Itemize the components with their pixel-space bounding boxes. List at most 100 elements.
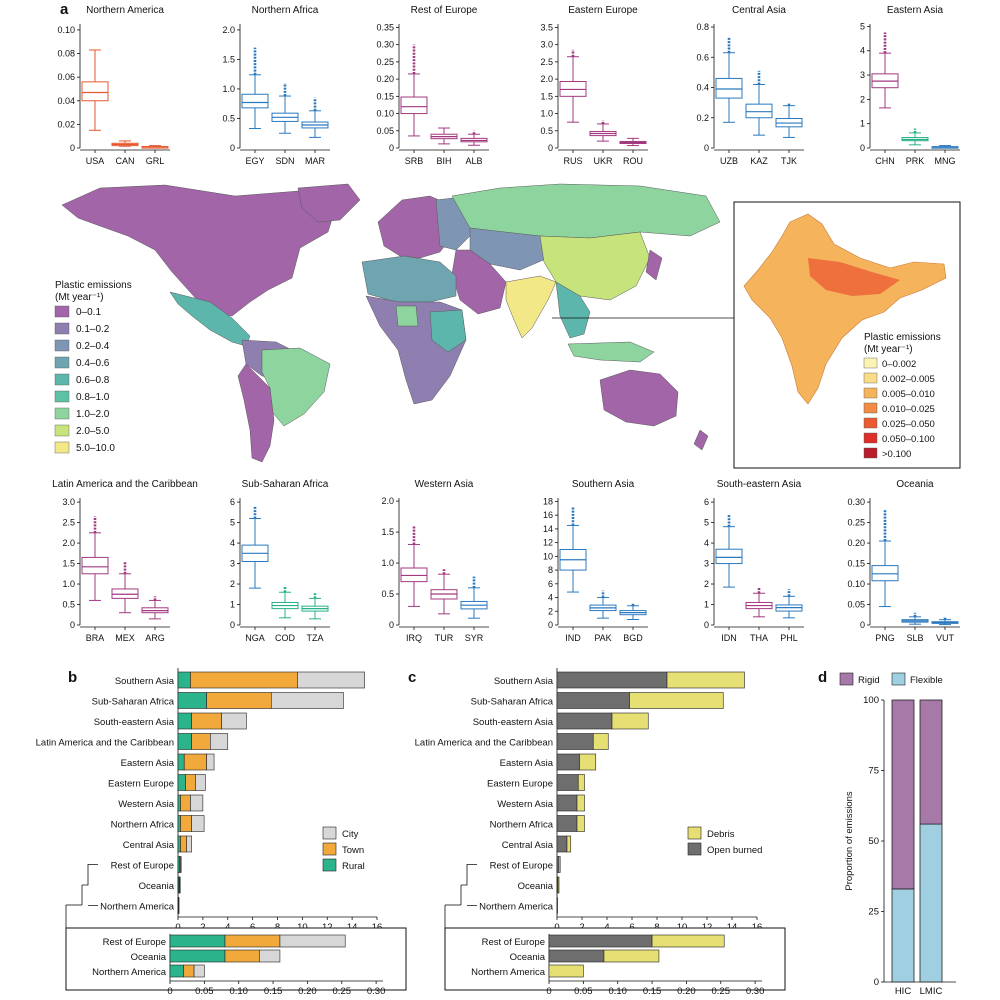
y-tick-label: 12 [543, 538, 553, 548]
map-legend-label: 0.6–0.8 [76, 375, 110, 386]
y-tick-label: 0.10 [57, 25, 75, 35]
y-tick-label: 3 [704, 559, 709, 569]
y-tick-label: 3.0 [62, 497, 75, 507]
y-tick-label: 0 [230, 620, 235, 630]
inset-x-tick-label: 0.05 [574, 986, 593, 997]
group-bracket [461, 864, 477, 906]
y-tick-label: 1 [860, 119, 865, 129]
y-tick-label: 14 [543, 524, 553, 534]
x-tick-label: PNG [875, 633, 895, 643]
bar-town [180, 835, 188, 853]
y-tick-label: 4 [230, 538, 235, 548]
y-tick-label: 16 [543, 510, 553, 520]
box-png [871, 565, 899, 582]
category-label: South-eastern Asia [94, 717, 175, 728]
map-legend-swatch [54, 356, 70, 369]
india-legend-swatch [863, 432, 878, 444]
boxplot-south-eastern-asia: South-eastern Asia 0 1 2 3 4 5 6 IDN THA PHL [704, 479, 804, 643]
inset-category-label: Oceania [131, 952, 167, 963]
x-tick-label: COD [275, 633, 296, 643]
y-tick-label: 0.4 [696, 83, 709, 93]
x-tick-label: TJK [781, 156, 797, 166]
y-tick-label: 0.35 [376, 22, 394, 32]
map-indonesia [567, 341, 655, 363]
india-legend-label: 0.050–0.100 [882, 434, 935, 445]
y-tick-label: 4 [548, 593, 553, 603]
inset-category-label: Oceania [510, 952, 546, 963]
y-tick-label: 0.05 [847, 600, 865, 610]
inset-x-tick-label: 0.25 [333, 986, 352, 997]
boxplot-western-asia: Western Asia 0 0.5 1.0 1.5 2.0 IRQ TUR SYR [381, 479, 489, 643]
inset-bar-open-burned [548, 949, 605, 963]
box-mex [111, 588, 139, 599]
inset-x-tick-label: 0.10 [229, 986, 248, 997]
y-tick-label: 0.20 [376, 74, 394, 84]
y-tick-label: 0 [860, 620, 865, 630]
bar-rural [177, 835, 181, 853]
bar-open-burned [556, 733, 594, 750]
bar-open-burned [556, 794, 578, 812]
boxplot-sub-saharan-africa: Sub-Saharan Africa 0 1 2 3 4 5 6 NGA COD TZA [230, 479, 330, 643]
bar-debris [577, 774, 585, 791]
boxplot-latin-america-and-the-caribbean: Latin America and the Caribbean 0 0.5 1.0 1.… [52, 479, 198, 643]
world-map [40, 180, 734, 470]
map-brazil [261, 347, 331, 427]
legend-swatch [891, 672, 906, 686]
y-tick-label: 0.5 [62, 600, 75, 610]
bar-debris [579, 753, 597, 771]
bar-city [179, 876, 181, 894]
category-label: Eastern Asia [500, 758, 554, 769]
y-tick-label: 0.06 [57, 72, 75, 82]
category-label: Eastern Europe [487, 779, 553, 790]
map-legend-swatch [54, 339, 70, 352]
map-east-africa [429, 309, 467, 353]
map-legend-label: 0.4–0.6 [76, 358, 110, 369]
india-legend: 0–0.002 0.002–0.005 0.005–0.010 0.010–0.025… [863, 357, 935, 460]
x-tick-label: THA [750, 633, 768, 643]
map-greenland [297, 183, 361, 223]
category-label: Western Asia [118, 799, 175, 810]
bar-town [180, 815, 192, 832]
legend-label: Debris [707, 829, 735, 840]
map-legend-label: 0.8–1.0 [76, 392, 110, 403]
legend-label: Rigid [858, 675, 880, 686]
bar-debris [666, 671, 745, 689]
panel-label-b: b [68, 669, 77, 686]
india-legend-swatch [863, 387, 878, 399]
bar-town [191, 712, 222, 730]
y-tick-label: 0.10 [376, 109, 394, 119]
y-tick-label: 2.5 [540, 57, 553, 67]
legend-label: Town [342, 845, 364, 856]
bar-flexible-hic [891, 888, 915, 983]
inset-category-label: Northern America [471, 967, 546, 978]
x-tick-label: PRK [906, 156, 925, 166]
panel-b-bar-chart: 0246810121416Plastic emissions (Mt year⁻… [36, 668, 407, 997]
map-china [539, 231, 651, 301]
bar-city [297, 671, 365, 689]
map-legend-swatch [54, 373, 70, 386]
y-tick-label: 8 [548, 565, 553, 575]
x-tick-label: TZA [307, 633, 324, 643]
map-legend-label: 1.0–2.0 [76, 409, 110, 420]
inset-x-tick-label: 0 [546, 986, 551, 997]
y-tick-label: 0.02 [57, 119, 75, 129]
india-inset-hotspot [808, 258, 900, 296]
bar-rural [177, 774, 186, 791]
inset-bar-open-burned [548, 934, 653, 948]
bar-open-burned [556, 692, 630, 709]
box-kaz [745, 103, 773, 119]
inset-x-tick-label: 0.10 [608, 986, 627, 997]
map-legend-swatch [54, 305, 70, 318]
y-tick-label: 0.20 [847, 538, 865, 548]
category-label: Eastern Asia [121, 758, 175, 769]
inset-bar-town [183, 964, 195, 978]
y-tick-label: 0 [70, 143, 75, 153]
y-tick-label: 0.05 [376, 126, 394, 136]
y-tick-label: 6 [230, 497, 235, 507]
map-central-america [169, 291, 251, 347]
map-legend-swatch [54, 424, 70, 437]
category-label: Sub-Saharan Africa [92, 697, 175, 708]
bar-debris [557, 876, 560, 894]
india-legend-label: 0.010–0.025 [882, 404, 935, 415]
bar-debris [592, 733, 609, 750]
